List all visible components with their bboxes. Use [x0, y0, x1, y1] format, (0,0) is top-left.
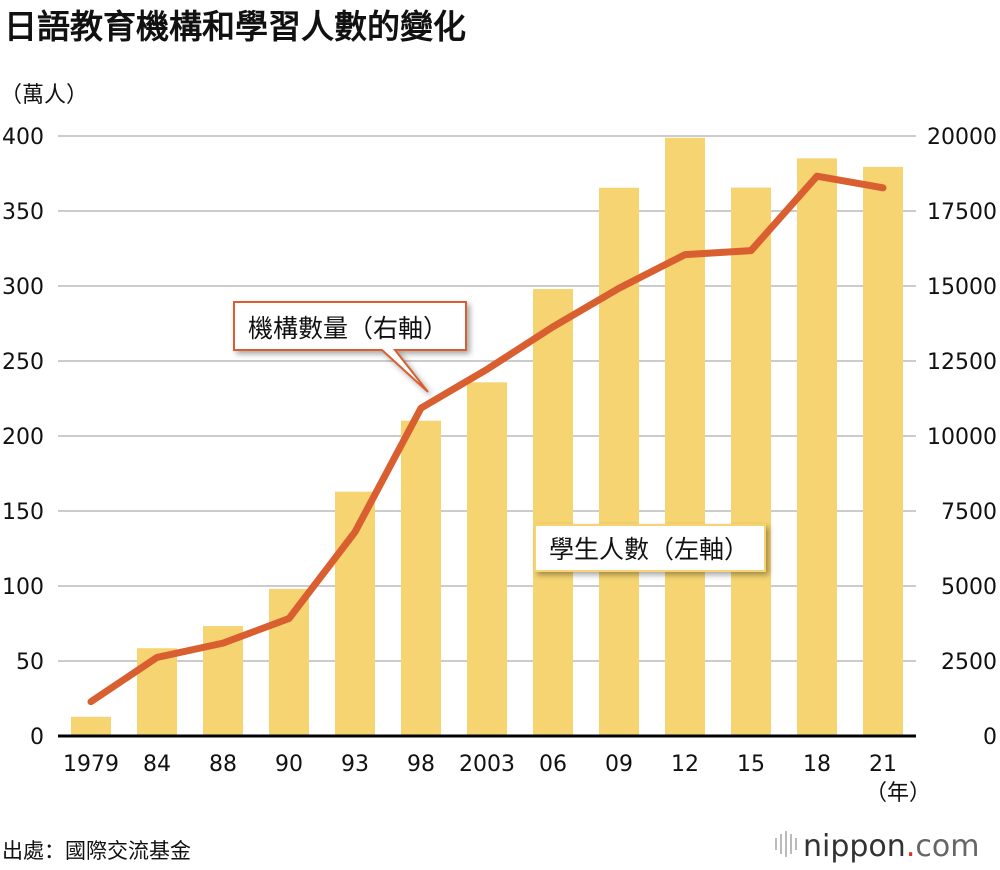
right-tick-label: 12500: [927, 350, 997, 375]
x-tick-label: 15: [737, 752, 765, 777]
x-tick-label: 88: [209, 752, 237, 777]
left-tick-label: 200: [2, 425, 44, 450]
right-tick-label: 20000: [927, 125, 997, 150]
line-series-label: 機構數量（右軸）: [248, 314, 448, 343]
x-tick-label: 09: [605, 752, 633, 777]
bar: [599, 187, 639, 736]
left-tick-label: 0: [30, 725, 44, 750]
chart-title: 日語教育機構和學習人數的變化: [4, 7, 466, 46]
left-tick-label: 100: [2, 575, 44, 600]
x-tick-label: 18: [803, 752, 831, 777]
left-tick-label: 150: [2, 500, 44, 525]
x-tick-label: 21: [869, 752, 897, 777]
left-axis-unit: （萬人）: [0, 83, 88, 108]
x-tick-label: 84: [143, 752, 171, 777]
left-tick-label: 50: [16, 650, 44, 675]
bar: [533, 289, 573, 736]
x-tick-label: 93: [341, 752, 369, 777]
bar: [71, 716, 111, 736]
left-tick-label: 300: [2, 275, 44, 300]
source-note: 出處：國際交流基金: [2, 839, 191, 863]
bar-series-callout: 學生人數（左軸）: [534, 524, 766, 572]
right-tick-label: 15000: [927, 275, 997, 300]
left-tick-label: 350: [2, 200, 44, 225]
right-tick-label: 0: [983, 725, 997, 750]
x-tick-label: 12: [671, 752, 699, 777]
x-tick-label: 2003: [459, 752, 515, 777]
right-tick-label: 17500: [927, 200, 997, 225]
bar: [269, 588, 309, 736]
right-tick-label: 5000: [941, 575, 997, 600]
right-tick-label: 10000: [927, 425, 997, 450]
x-tick-label: 90: [275, 752, 303, 777]
line-series-callout: 機構數量（右軸）: [233, 301, 467, 393]
left-tick-label: 250: [2, 350, 44, 375]
right-tick-label: 2500: [941, 650, 997, 675]
x-tick-label: 1979: [63, 752, 119, 777]
left-tick-label: 400: [2, 125, 44, 150]
nippon-logo: nippon.com: [775, 829, 979, 864]
x-axis-unit: （年）: [865, 781, 931, 806]
bar-series-label: 學生人數（左軸）: [549, 535, 749, 564]
right-tick-label: 7500: [941, 500, 997, 525]
bar: [731, 187, 771, 737]
x-tick-label: 06: [539, 752, 567, 777]
bar: [665, 137, 705, 737]
x-tick-label: 98: [407, 752, 435, 777]
bar: [797, 158, 837, 737]
svg-text:nippon.com: nippon.com: [803, 829, 979, 864]
bar: [467, 382, 507, 736]
bar: [863, 166, 903, 736]
bar: [401, 420, 441, 736]
